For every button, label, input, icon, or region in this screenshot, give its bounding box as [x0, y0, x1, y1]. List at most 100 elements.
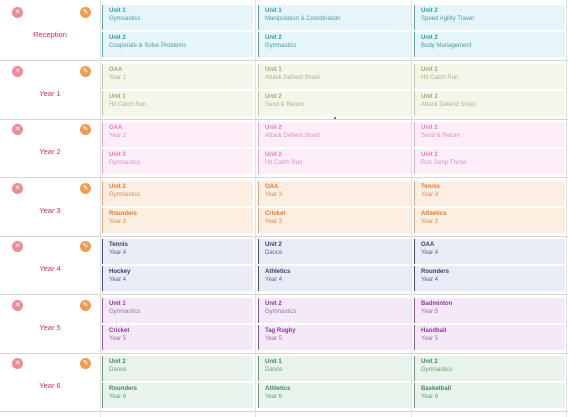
lesson-card[interactable]: OAA Year 3 — [258, 180, 411, 206]
lesson-card[interactable]: Unit 2 Gymnastics — [258, 297, 411, 323]
lesson-title: Unit 2 — [421, 359, 438, 365]
lesson-card[interactable]: Rounders Year 3 — [102, 207, 253, 233]
lesson-card[interactable]: Unit 1 Manipulation & Coordination — [258, 5, 411, 30]
lesson-title: Unit 2 — [421, 93, 438, 100]
edit-icon[interactable]: ✎ — [80, 182, 91, 194]
lesson-card[interactable]: OAA Year 2 — [102, 122, 253, 147]
close-icon[interactable]: ✕ — [12, 299, 23, 311]
lesson-card[interactable]: OAA Year 4 — [414, 239, 565, 264]
lesson-card[interactable]: Tennis Year 3 — [414, 180, 565, 206]
row-divider — [0, 294, 568, 295]
lesson-card[interactable]: Unit 2 Send & Return — [258, 90, 411, 116]
lesson-title: Unit 2 — [109, 152, 126, 158]
lesson-card[interactable]: Athletics Year 3 — [414, 207, 565, 233]
lesson-card[interactable]: Tag Rugby Year 5 — [258, 324, 411, 350]
lesson-card[interactable]: Unit 1 Hit Catch Run — [102, 90, 253, 116]
lesson-card[interactable]: Unit 2 Gymnastics — [102, 180, 253, 206]
lesson-card[interactable]: Unit 2 Gymnastics — [258, 32, 411, 57]
lesson-card[interactable]: Unit 2 Hit Catch Run — [414, 63, 565, 89]
lesson-card[interactable]: OAA Year 1 — [102, 63, 253, 89]
lesson-title: Unit 2 — [421, 8, 438, 14]
lesson-card[interactable]: Unit 1 Dance — [258, 356, 411, 381]
lesson-subtitle: Speed Agility Travel — [421, 16, 474, 22]
lesson-subtitle: Cooperate & Solve Problems — [109, 43, 187, 49]
lesson-title: Unit 1 — [265, 359, 282, 365]
lesson-subtitle: Year 5 — [421, 308, 439, 315]
year-label: Year 6 — [39, 381, 61, 390]
year-row: ✕ ✎ Year 2 OAA Year 2 Unit 2 Gymnastics Unit 2 A… — [0, 120, 568, 178]
lesson-card[interactable]: Unit 2 Attack Defend Shoot — [414, 90, 565, 116]
lesson-title: Cricket — [109, 327, 130, 334]
edit-icon[interactable]: ✎ — [80, 124, 91, 135]
lesson-card[interactable]: Badminton Year 5 — [414, 297, 565, 323]
edit-icon[interactable]: ✎ — [80, 358, 91, 369]
year-row: ✕ ✎ Reception Unit 1 Gymnastics Unit 2 Coopera… — [0, 3, 568, 61]
lesson-card[interactable]: Tennis Year 4 — [102, 239, 253, 264]
edit-icon[interactable]: ✎ — [80, 241, 91, 252]
lesson-title: OAA — [265, 183, 279, 190]
lesson-subtitle: Year 4 — [421, 250, 439, 256]
year-label: Year 5 — [39, 322, 61, 332]
lesson-title: Tennis — [421, 183, 440, 190]
close-icon[interactable]: ✕ — [12, 182, 23, 194]
close-icon[interactable]: ✕ — [12, 124, 23, 135]
lesson-subtitle: Year 4 — [421, 277, 439, 283]
close-icon[interactable]: ✕ — [12, 358, 23, 369]
lesson-title: Tennis — [109, 242, 128, 248]
lesson-card[interactable]: Unit 2 Dance — [258, 239, 411, 264]
lesson-subtitle: Attack Defend Shoot — [265, 74, 321, 81]
lesson-card[interactable]: Unit 1 Gymnastics — [102, 5, 253, 30]
year-row: ✕ ✎ Year 3 Unit 2 Gymnastics Rounders Year 3 OA… — [0, 179, 568, 237]
lesson-subtitle: Gymnastics — [265, 43, 297, 49]
lesson-card[interactable]: Handball Year 5 — [414, 324, 565, 350]
year-label: Reception — [33, 30, 67, 39]
lesson-title: Unit 1 — [109, 300, 126, 307]
lesson-card[interactable]: Unit 2 Attack Defend Shoot — [258, 122, 411, 147]
year-label: Year 4 — [39, 264, 61, 273]
lesson-card[interactable]: Unit 2 Speed Agility Travel — [414, 5, 565, 30]
close-icon[interactable]: ✕ — [12, 65, 23, 77]
lesson-title: Tag Rugby — [265, 327, 296, 334]
column-divider — [566, 0, 567, 417]
lesson-title: Unit 2 — [265, 35, 282, 41]
lesson-card[interactable]: Unit 2 Body Management — [414, 32, 565, 57]
lesson-card[interactable]: Cricket Year 5 — [102, 324, 253, 350]
lesson-subtitle: Year 3 — [265, 218, 283, 225]
lesson-card[interactable]: Rounders Year 4 — [414, 266, 565, 291]
edit-icon[interactable]: ✎ — [80, 299, 91, 311]
lesson-subtitle: Year 4 — [109, 250, 127, 256]
lesson-card[interactable]: Basketball Year 6 — [414, 383, 565, 408]
lesson-card[interactable]: Athletics Year 4 — [258, 266, 411, 291]
lesson-subtitle: Year 3 — [265, 191, 283, 198]
lesson-subtitle: Gymnastics — [421, 367, 453, 373]
edit-icon[interactable]: ✎ — [80, 7, 91, 18]
lesson-card[interactable]: Unit 2 Send & Return — [414, 122, 565, 147]
year-row: ✕ ✎ Year 5 Unit 1 Gymnastics Cricket Year 5 Uni… — [0, 296, 568, 354]
lesson-card[interactable]: Unit 2 Gymnastics — [102, 149, 253, 174]
lesson-subtitle: Year 5 — [265, 335, 283, 342]
close-icon[interactable]: ✕ — [12, 7, 23, 18]
lesson-card[interactable]: Unit 1 Gymnastics — [102, 297, 253, 323]
lesson-subtitle: Year 6 — [109, 394, 127, 400]
lesson-card[interactable]: Unit 2 Gymnastics — [414, 356, 565, 381]
lesson-card[interactable]: Unit 1 Attack Defend Shoot — [258, 63, 411, 89]
lesson-title: Handball — [421, 327, 447, 334]
close-icon[interactable]: ✕ — [12, 241, 23, 252]
lesson-card[interactable]: Unit 2 Run Jump Throw — [414, 149, 565, 174]
lesson-card[interactable]: Unit 2 Dance — [102, 356, 253, 381]
lesson-card[interactable]: Unit 2 Hit Catch Run — [258, 149, 411, 174]
lesson-card[interactable]: Athletics Year 6 — [258, 383, 411, 408]
year-row: ✕ ✎ Year 1 OAA Year 1 Unit 1 Hit Catch Run Unit… — [0, 62, 568, 120]
lesson-title: Athletics — [265, 269, 291, 275]
lesson-card[interactable]: Rounders Year 6 — [102, 383, 253, 408]
lesson-card[interactable]: Cricket Year 3 — [258, 207, 411, 233]
lesson-card[interactable]: Hockey Year 4 — [102, 266, 253, 291]
lesson-subtitle: Manipulation & Coordination — [265, 16, 341, 22]
lesson-title: Unit 2 — [265, 93, 282, 100]
lesson-subtitle: Dance — [265, 367, 283, 373]
edit-icon[interactable]: ✎ — [80, 65, 91, 77]
lesson-subtitle: Hit Catch Run — [109, 101, 147, 108]
lesson-card[interactable]: Unit 2 Cooperate & Solve Problems — [102, 32, 253, 57]
lesson-title: OAA — [109, 125, 123, 131]
column-divider — [100, 0, 101, 417]
